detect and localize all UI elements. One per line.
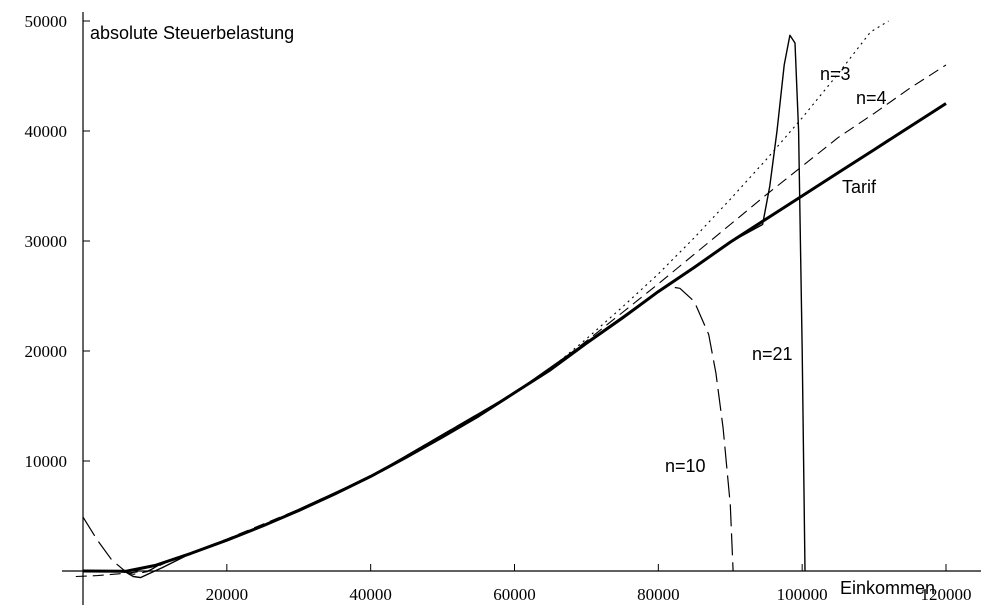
label-n4: n=4	[856, 88, 887, 108]
x-tick-label: 20000	[206, 585, 249, 604]
axes-group	[62, 12, 981, 605]
x-tick-label: 100000	[777, 585, 828, 604]
series-line-tarif	[82, 102, 947, 573]
x-tick-label: 60000	[493, 585, 536, 604]
series-line-n10	[82, 285, 734, 575]
series-line-n4	[75, 64, 947, 578]
label-n21: n=21	[752, 344, 793, 364]
y-axis-title: absolute Steuerbelastung	[90, 23, 294, 43]
y-tick-label: 40000	[25, 122, 68, 141]
x-axis-title: Einkommen	[840, 578, 935, 598]
y-tick-label: 30000	[25, 232, 68, 251]
ticks-group: 20000 40000 60000 80000 100000 120000 10000 200…	[25, 12, 972, 604]
label-n3: n=3	[820, 64, 851, 84]
label-n10: n=10	[665, 456, 706, 476]
x-tick-label: 40000	[349, 585, 392, 604]
y-tick-label: 50000	[25, 12, 68, 31]
label-tarif: Tarif	[842, 177, 877, 197]
x-tick-label: 120000	[921, 585, 972, 604]
y-tick-label: 20000	[25, 342, 68, 361]
y-tick-label: 10000	[25, 452, 68, 471]
series-line-n3	[550, 20, 889, 370]
x-tick-label: 80000	[637, 585, 680, 604]
curves-group	[75, 20, 947, 579]
